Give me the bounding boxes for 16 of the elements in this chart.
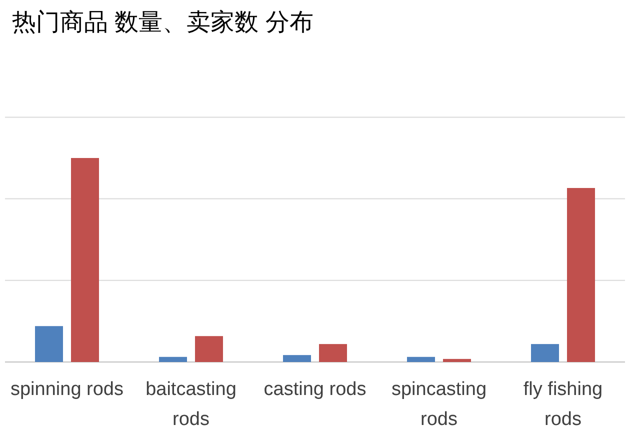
x-tick-label: spinning rods — [10, 379, 124, 400]
chart-title: 热门商品 数量、卖家数 分布 — [12, 9, 314, 36]
bar — [71, 158, 99, 362]
bar — [283, 355, 311, 362]
x-tick-label: casting rods — [264, 379, 366, 400]
bar — [319, 344, 347, 362]
bar — [443, 358, 471, 362]
x-tick-label: fly fishing rods — [523, 379, 603, 430]
bar — [159, 356, 187, 362]
bar — [407, 356, 435, 362]
bar — [195, 336, 223, 362]
bar — [35, 326, 63, 362]
x-tick-label: spincasting rods — [391, 379, 487, 430]
bar — [567, 188, 595, 362]
x-tick-label: baitcasting rods — [146, 379, 236, 430]
bar — [531, 344, 559, 362]
